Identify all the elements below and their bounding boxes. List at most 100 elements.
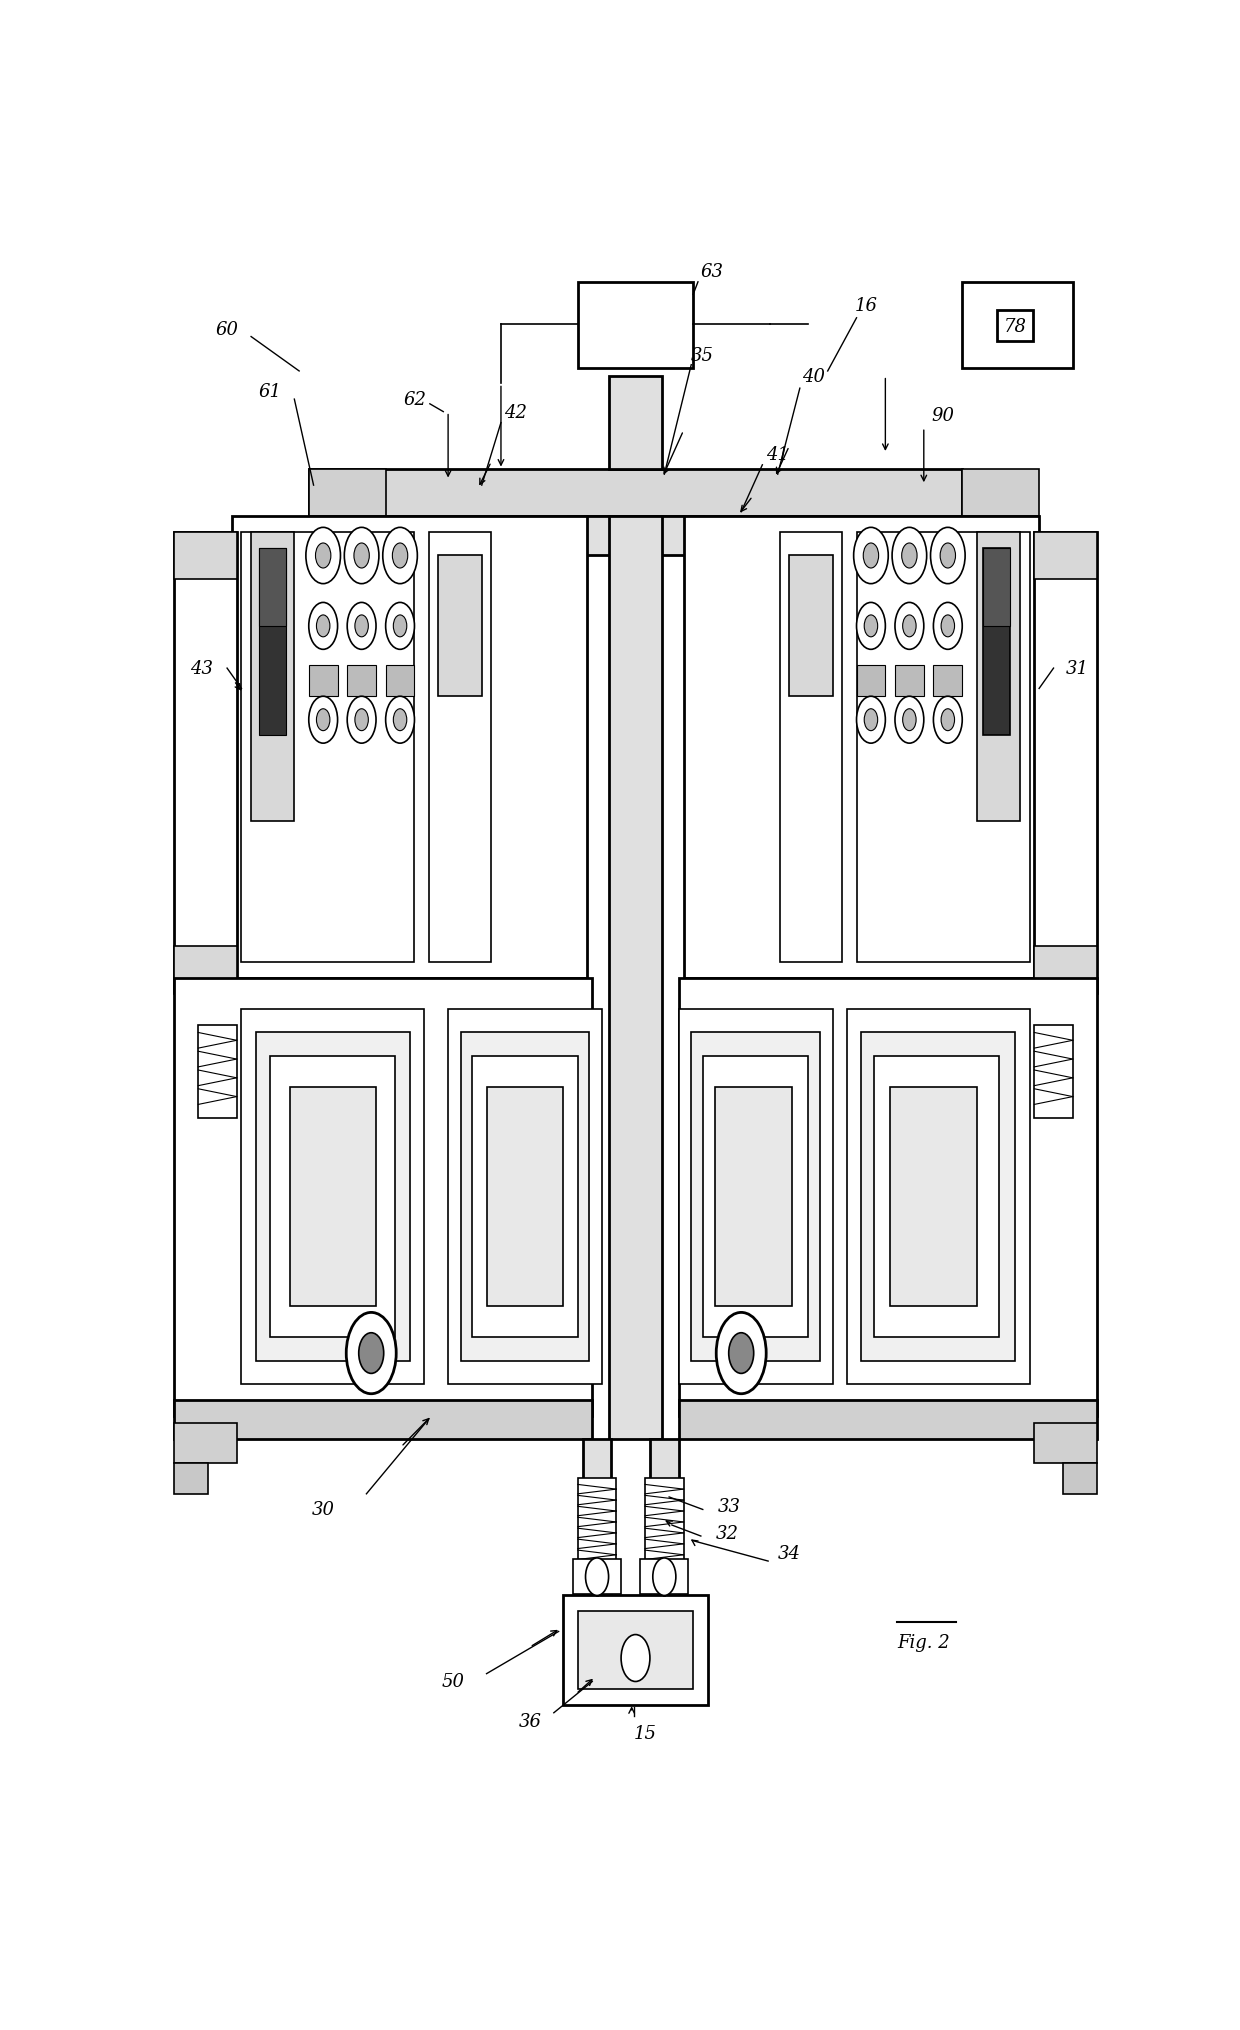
Circle shape [895, 696, 924, 743]
Circle shape [717, 1313, 766, 1395]
Text: 61: 61 [259, 384, 281, 402]
Circle shape [306, 528, 341, 585]
Circle shape [355, 615, 368, 637]
Bar [609, 518, 662, 1439]
Text: 16: 16 [854, 296, 878, 315]
Bar [1034, 532, 1096, 581]
Text: 35: 35 [691, 347, 714, 365]
Text: 78: 78 [1003, 317, 1027, 335]
Bar [578, 1612, 693, 1689]
Bar [174, 532, 237, 995]
Bar [563, 1596, 708, 1705]
Circle shape [940, 544, 956, 568]
Text: 42: 42 [503, 404, 527, 422]
Text: 78: 78 [1003, 317, 1027, 335]
Bar [962, 282, 1073, 369]
Bar [259, 548, 285, 737]
Text: 33: 33 [718, 1498, 742, 1516]
Circle shape [316, 615, 330, 637]
Circle shape [864, 615, 878, 637]
Bar [874, 1056, 998, 1338]
Circle shape [934, 603, 962, 650]
Circle shape [386, 696, 414, 743]
Circle shape [316, 708, 330, 731]
Bar [934, 666, 962, 696]
Bar [386, 666, 414, 696]
Circle shape [863, 544, 879, 568]
Bar [568, 518, 703, 556]
Bar [583, 1439, 611, 1604]
Bar [472, 1056, 578, 1338]
Circle shape [729, 1334, 754, 1374]
Text: 32: 32 [715, 1525, 738, 1543]
Text: 31: 31 [1066, 660, 1089, 678]
Circle shape [347, 696, 376, 743]
Circle shape [930, 528, 965, 585]
Text: 62: 62 [403, 392, 427, 408]
Bar [573, 1559, 621, 1594]
Bar [290, 1088, 376, 1307]
Bar [789, 556, 832, 696]
Circle shape [345, 528, 379, 585]
Bar [1034, 1025, 1073, 1119]
Circle shape [857, 696, 885, 743]
Circle shape [901, 544, 918, 568]
Bar [1034, 532, 1096, 995]
Bar [1063, 1464, 1096, 1494]
Bar [309, 471, 962, 518]
Circle shape [355, 708, 368, 731]
Bar [645, 1478, 683, 1565]
Bar [977, 532, 1019, 822]
Bar [448, 1009, 601, 1384]
Circle shape [353, 544, 370, 568]
Circle shape [386, 603, 414, 650]
Bar [174, 532, 237, 581]
Text: 41: 41 [766, 447, 789, 463]
Bar [486, 1088, 563, 1307]
Bar [174, 948, 237, 995]
Circle shape [585, 1559, 609, 1596]
Bar [703, 1056, 808, 1338]
Bar [983, 548, 1011, 737]
Bar [857, 532, 1029, 962]
Bar [962, 471, 1039, 518]
Bar [174, 978, 593, 1417]
Bar [255, 1033, 409, 1362]
Circle shape [941, 708, 955, 731]
Circle shape [853, 528, 888, 585]
Bar [1034, 948, 1096, 995]
Bar [640, 1559, 688, 1594]
Circle shape [315, 544, 331, 568]
Circle shape [392, 544, 408, 568]
Text: 60: 60 [216, 321, 238, 339]
Bar [259, 548, 285, 627]
Circle shape [892, 528, 926, 585]
Text: 50: 50 [441, 1673, 465, 1691]
Bar [983, 548, 1011, 627]
Bar [198, 1025, 237, 1119]
Bar [242, 532, 414, 962]
Circle shape [941, 615, 955, 637]
Bar [847, 1009, 1029, 1384]
Text: 34: 34 [777, 1545, 801, 1563]
Bar [678, 1401, 1096, 1439]
Bar [691, 1033, 820, 1362]
Circle shape [393, 615, 407, 637]
Bar [250, 532, 294, 822]
Text: Fig. 2: Fig. 2 [898, 1634, 950, 1652]
Bar [242, 1009, 424, 1384]
Circle shape [393, 708, 407, 731]
Bar [309, 666, 337, 696]
Bar [174, 1401, 593, 1439]
Circle shape [346, 1313, 397, 1395]
Bar [683, 518, 1039, 978]
Bar [232, 518, 588, 978]
Bar [309, 471, 386, 518]
Text: 90: 90 [931, 406, 955, 424]
Circle shape [347, 603, 376, 650]
Bar [609, 376, 662, 471]
Circle shape [358, 1334, 383, 1374]
Bar [460, 1033, 589, 1362]
Bar [678, 978, 1096, 1417]
Bar [890, 1088, 977, 1307]
